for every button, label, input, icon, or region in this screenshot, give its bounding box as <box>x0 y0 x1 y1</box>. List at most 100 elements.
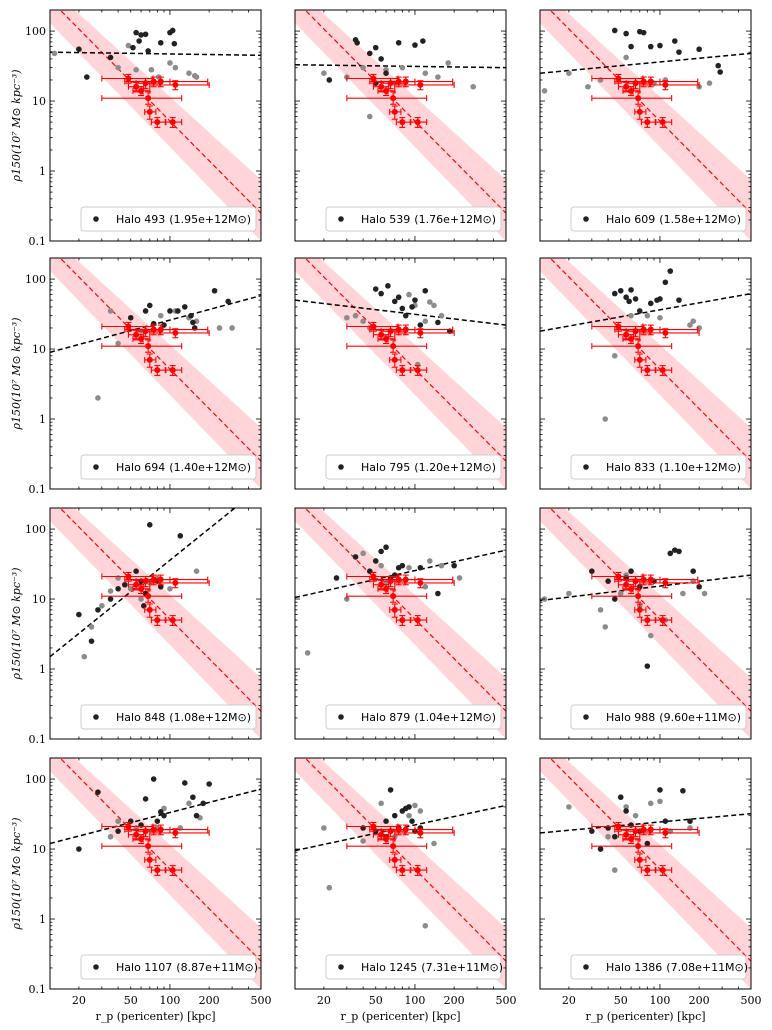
legend: Halo 694 (1.40e+12M⊙) <box>80 454 257 480</box>
plot-area <box>295 10 506 241</box>
satellite-point-dark <box>95 789 101 795</box>
confidence-band <box>50 758 261 989</box>
halo-fit-line <box>295 299 506 326</box>
satellite-point-grey <box>344 314 350 321</box>
observed-marker <box>370 323 377 330</box>
observed-trend-line <box>304 258 506 462</box>
legend-box <box>325 454 502 480</box>
observed-marker <box>145 95 152 102</box>
satellite-point-grey <box>647 632 654 639</box>
observed-marker <box>172 81 179 88</box>
observed-marker <box>402 326 409 333</box>
satellite-point-dark <box>133 29 139 36</box>
legend-marker <box>338 714 344 720</box>
legend-box <box>325 704 502 730</box>
satellite-point-grey <box>115 818 121 824</box>
legend: Halo 1245 (7.31e+11M⊙) <box>325 954 503 980</box>
satellite-point-grey <box>352 312 359 319</box>
satellite-point-grey <box>360 838 366 844</box>
observed-point <box>655 365 673 376</box>
legend: Halo 609 (1.58e+12M⊙) <box>570 206 747 232</box>
observed-point <box>153 76 171 88</box>
observed-point <box>634 853 647 868</box>
satellite-point-dark <box>611 27 618 34</box>
halo-fit-line <box>50 294 261 353</box>
confidence-band <box>540 508 751 739</box>
halo-fit-line <box>540 52 751 74</box>
observed-point <box>640 365 656 376</box>
legend-box <box>80 954 257 980</box>
observed-marker <box>644 617 651 624</box>
satellite-point-dark <box>412 297 418 303</box>
legend-halo-mass: (7.31e+11M⊙) <box>421 961 503 974</box>
plot-area <box>50 258 261 489</box>
observed-point <box>398 76 416 88</box>
panel-halo-609: Halo 609 (1.58e+12M⊙) <box>539 9 752 242</box>
satellite-point-dark <box>76 846 82 852</box>
observed-marker <box>157 826 164 833</box>
panel-frame <box>539 257 752 490</box>
satellite-point-dark <box>636 308 643 314</box>
panel-frame <box>294 507 507 740</box>
satellite-point-grey <box>193 74 200 80</box>
observed-point <box>640 117 656 128</box>
observed-point <box>346 839 428 853</box>
legend-label: Halo 539 (1.76e+12M⊙) <box>361 213 496 226</box>
satellite-point-grey <box>321 825 327 831</box>
confidence-band <box>540 10 751 241</box>
observed-marker <box>154 119 161 126</box>
legend: Halo 879 (1.04e+12M⊙) <box>325 704 502 730</box>
legend-halo-mass: (8.87e+11M⊙) <box>176 961 258 974</box>
observed-trend-line <box>549 10 751 214</box>
observed-trend-line <box>549 508 751 712</box>
legend-halo-mass: (1.40e+12M⊙) <box>169 461 251 474</box>
panel-frame <box>294 9 507 242</box>
y-tick-label: 0.1 <box>29 483 47 496</box>
observed-point <box>150 117 166 128</box>
satellite-point-dark <box>366 568 373 574</box>
satellite-point-grey <box>378 562 384 569</box>
x-tick-label: 500 <box>251 994 272 1007</box>
legend: Halo 493 (1.95e+12M⊙) <box>80 206 257 232</box>
satellite-point-dark <box>115 586 121 592</box>
observed-marker <box>383 335 390 342</box>
plot-area <box>295 508 506 739</box>
observed-marker <box>378 83 385 90</box>
satellite-point-dark <box>76 611 82 618</box>
observed-marker <box>172 579 179 586</box>
legend-marker <box>583 964 589 970</box>
satellite-point-grey <box>435 74 441 80</box>
satellite-point-grey <box>647 800 654 807</box>
legend-label: Halo 1386 (7.08e+11M⊙) <box>606 961 748 974</box>
panel-halo-879: Halo 879 (1.04e+12M⊙) <box>294 507 507 740</box>
legend-box <box>325 954 502 980</box>
legend-box <box>570 704 747 730</box>
satellite-point-grey <box>456 575 463 581</box>
halo-fit-line <box>50 788 261 845</box>
observed-marker <box>145 593 152 600</box>
satellite-point-grey <box>167 60 173 66</box>
satellite-point-grey <box>360 64 366 71</box>
observed-marker <box>662 329 669 336</box>
observed-marker <box>417 579 424 586</box>
observed-marker <box>414 617 421 624</box>
legend-box <box>80 206 257 232</box>
observed-point <box>394 828 455 839</box>
y-tick-label: 10 <box>32 843 46 856</box>
satellite-point-grey <box>51 50 58 57</box>
observed-marker <box>615 323 622 330</box>
observed-marker <box>370 823 377 830</box>
x-tick-label: 50 <box>124 994 138 1007</box>
satellite-point-dark <box>385 283 391 289</box>
satellite-point-dark <box>142 31 149 38</box>
observed-marker <box>662 829 669 836</box>
satellite-point-dark <box>611 290 618 297</box>
legend-marker <box>93 216 99 222</box>
satellite-point-dark <box>157 39 164 46</box>
observed-point <box>655 865 673 876</box>
satellite-point-grey <box>378 800 384 807</box>
observed-marker <box>644 867 651 874</box>
satellite-point-dark <box>623 294 629 301</box>
satellite-point-dark <box>150 776 157 782</box>
y-tick-label: 0.1 <box>29 235 47 248</box>
